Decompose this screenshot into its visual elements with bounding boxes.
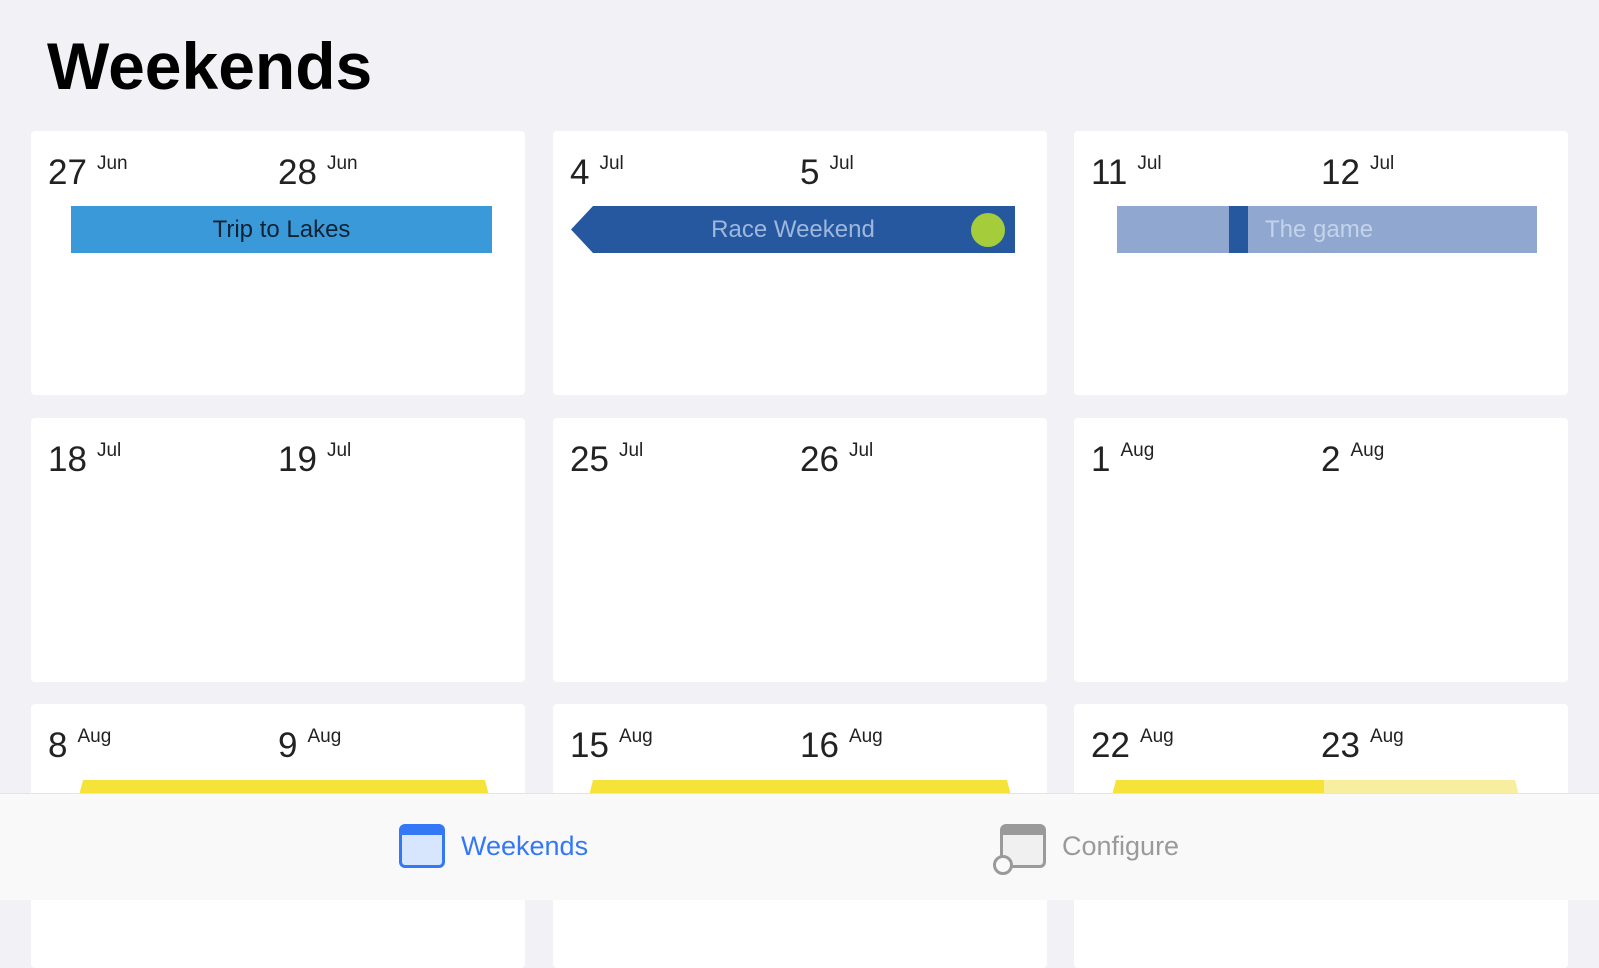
weekend-card[interactable]: 25 Jul 26 Jul (553, 418, 1047, 682)
status-dot (971, 213, 1005, 247)
day-number: 23 (1321, 726, 1360, 765)
weekend-card[interactable]: 18 Jul 19 Jul (31, 418, 525, 682)
day-number: 8 (48, 726, 68, 765)
day-label: 25 Jul (570, 440, 643, 480)
month-label: Aug (1369, 726, 1404, 747)
day-label: 18 Jul (48, 440, 121, 480)
day-label: 19 Jul (278, 440, 351, 480)
weekend-card[interactable]: 11 Jul 12 Jul The game (1074, 131, 1568, 395)
day-label: 23 Aug (1321, 726, 1404, 766)
day-number: 16 (800, 726, 839, 765)
day-label: 5 Jul (800, 153, 854, 193)
event-title: Trip to Lakes (212, 215, 351, 243)
month-label: Aug (848, 726, 883, 747)
calendar-add-icon (993, 824, 1046, 875)
event-bar[interactable]: The game (1117, 206, 1537, 253)
weekend-card[interactable]: 4 Jul 5 Jul Race Weekend (553, 131, 1047, 395)
day-number: 11 (1091, 153, 1128, 192)
month-label: Jul (1369, 153, 1395, 174)
day-label: 26 Jul (800, 440, 873, 480)
day-number: 27 (48, 153, 87, 192)
tab-weekends[interactable]: Weekends (399, 824, 588, 868)
day-number: 12 (1321, 153, 1360, 192)
month-label: Jul (618, 440, 644, 461)
day-number: 18 (48, 440, 87, 479)
day-number: 26 (800, 440, 839, 479)
day-number: 25 (570, 440, 609, 479)
month-label: Jun (96, 153, 128, 174)
weekend-card[interactable]: 27 Jun 28 Jun Trip to Lakes (31, 131, 525, 395)
event-bar[interactable]: Trip to Lakes (71, 206, 492, 253)
tab-bar: Weekends Configure (0, 793, 1599, 900)
day-label: 12 Jul (1321, 153, 1394, 193)
month-label: Jul (848, 440, 874, 461)
day-number: 22 (1091, 726, 1130, 765)
day-label: 11 Jul (1091, 153, 1162, 193)
day-number: 4 (570, 153, 590, 192)
month-label: Aug (307, 726, 342, 747)
day-label: 1 Aug (1091, 440, 1154, 480)
day-label: 2 Aug (1321, 440, 1384, 480)
day-label: 27 Jun (48, 153, 128, 193)
month-label: Aug (1139, 726, 1174, 747)
month-label: Jul (599, 153, 624, 174)
day-label: 16 Aug (800, 726, 883, 766)
month-label: Aug (618, 726, 653, 747)
day-number: 28 (278, 153, 317, 192)
tab-configure[interactable]: Configure (993, 824, 1180, 875)
day-label: 8 Aug (48, 726, 111, 766)
event-title: Race Weekend (711, 215, 875, 243)
calendar-icon (399, 824, 445, 868)
month-label: Aug (1350, 440, 1385, 461)
event-title: The game (1265, 215, 1374, 243)
day-number: 2 (1321, 440, 1341, 479)
month-label: Jun (326, 153, 358, 174)
day-number: 1 (1091, 440, 1111, 479)
day-label: 28 Jun (278, 153, 358, 193)
day-number: 5 (800, 153, 820, 192)
event-bar[interactable]: Race Weekend (571, 206, 1015, 253)
day-number: 15 (570, 726, 609, 765)
tab-label: Weekends (461, 830, 589, 861)
month-label: Aug (77, 726, 112, 747)
day-label: 22 Aug (1091, 726, 1174, 766)
month-label: Jul (1137, 153, 1162, 174)
day-number: 19 (278, 440, 317, 479)
month-label: Jul (326, 440, 352, 461)
tab-label: Configure (1062, 830, 1180, 861)
month-label: Aug (1120, 440, 1155, 461)
day-label: 9 Aug (278, 726, 341, 766)
day-label: 4 Jul (570, 153, 624, 193)
event-marker (1229, 206, 1248, 253)
day-number: 9 (278, 726, 298, 765)
month-label: Jul (96, 440, 122, 461)
page-title: Weekends (47, 29, 373, 103)
month-label: Jul (829, 153, 854, 174)
weekend-card[interactable]: 1 Aug 2 Aug (1074, 418, 1568, 682)
day-label: 15 Aug (570, 726, 653, 766)
